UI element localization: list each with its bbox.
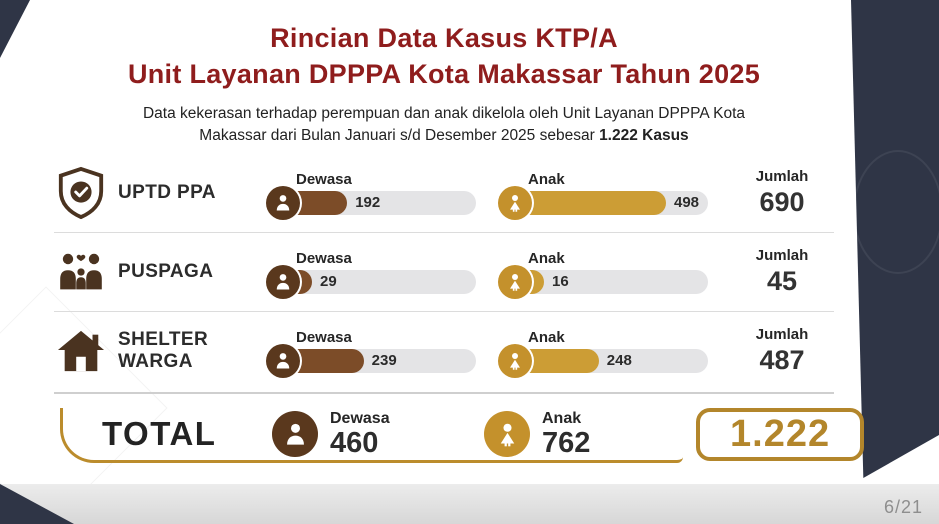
dewasa-bar-value: 29 [320,273,337,291]
adult-person-icon [266,264,300,299]
anak-column-header: Anak [528,249,565,267]
jumlah-value: 690 [759,186,805,217]
total-dewasa-label: Dewasa [330,410,390,428]
jumlah-value: 45 [766,265,798,296]
child-person-icon [484,411,530,458]
background-right-band [851,0,939,478]
anak-bar-group: Anak 16 [498,249,730,299]
table-row-uptd-ppa: UPTD PPA Dewasa 192 Anak 498 [54,154,834,232]
page-title: Rincian Data Kasus KTP/A Unit Layanan DP… [54,20,834,93]
grand-total-value: 1.222 [730,412,831,455]
total-row: TOTAL Dewasa 460 Anak 762 [54,391,865,471]
shield-check-icon [54,166,108,220]
dewasa-bar-group: Dewasa 239 [266,328,498,378]
dewasa-column-header: Dewasa [296,249,352,267]
row-label: SHELTER WARGA [118,328,209,372]
dewasa-bar-value: 192 [355,194,381,212]
decor-emblem-icon [853,150,939,274]
page-title-line2: Unit Layanan DPPPA Kota Makassar Tahun 2… [127,59,761,90]
subtitle-total-bold: 1.222 Kasus [599,127,689,145]
dewasa-bar: 29 [266,264,476,299]
adult-person-icon [266,343,300,378]
grand-total-box: 1.222 [696,407,865,461]
page-title-line1: Rincian Data Kasus KTP/A [270,23,618,53]
total-label: TOTAL [102,415,217,453]
total-dewasa-text: Dewasa 460 [330,410,390,458]
background-topleft-triangle [0,0,30,58]
anak-bar-fill [512,190,666,215]
footer-strip [0,484,939,524]
child-person-icon [498,264,532,299]
anak-bar-group: Anak 248 [498,328,730,378]
dewasa-bar-group: Dewasa 29 [266,249,498,299]
total-dewasa-group: Dewasa 460 [272,410,484,459]
row-label: PUSPAGA [118,260,214,282]
infographic-card: Rincian Data Kasus KTP/A Unit Layanan DP… [54,14,865,471]
family-icon [54,245,108,299]
child-person-icon [498,185,532,220]
anak-column-header: Anak [528,328,565,346]
anak-bar-value: 16 [552,273,569,291]
jumlah-column-header: Jumlah [755,167,809,185]
child-person-icon [498,343,532,378]
jumlah-value: 487 [759,344,805,375]
total-dewasa-value: 460 [330,427,379,460]
table-row-puspaga: PUSPAGA Dewasa 29 Anak 16 [54,231,834,311]
dewasa-bar-value: 239 [371,352,397,370]
dewasa-column-header: Dewasa [296,170,352,188]
jumlah-column-header: Jumlah [755,325,809,343]
adult-person-icon [266,185,300,220]
total-anak-label: Anak [542,410,582,428]
anak-column-header: Anak [528,170,565,188]
anak-bar-group: Anak 498 [498,170,730,220]
anak-bar: 16 [498,264,708,299]
adult-person-icon [272,411,318,458]
total-anak-text: Anak 762 [542,410,590,458]
total-anak-value: 762 [542,427,591,460]
dewasa-bar: 239 [266,343,476,378]
subtitle: Data kekerasan terhadap perempuan dan an… [124,103,764,148]
house-icon [54,324,108,378]
anak-bar: 248 [498,343,708,378]
dewasa-column-header: Dewasa [296,328,352,346]
dewasa-bar: 192 [266,185,476,220]
table-row-shelter-warga: SHELTER WARGA Dewasa 239 Anak [54,310,834,390]
anak-bar-value: 498 [674,194,700,212]
dewasa-bar-group: Dewasa 192 [266,170,498,220]
page-indicator: 6/21 [883,497,923,517]
total-anak-group: Anak 762 [484,410,696,459]
jumlah-cell: Jumlah 487 [730,326,834,376]
anak-bar: 498 [498,185,708,220]
subtitle-text: Data kekerasan terhadap perempuan dan an… [142,104,746,145]
jumlah-cell: Jumlah 45 [730,247,834,297]
data-rows: UPTD PPA Dewasa 192 Anak 498 [54,154,834,390]
row-label: UPTD PPA [118,181,216,203]
jumlah-cell: Jumlah 690 [730,168,834,218]
jumlah-column-header: Jumlah [755,246,809,264]
anak-bar-value: 248 [606,352,632,370]
